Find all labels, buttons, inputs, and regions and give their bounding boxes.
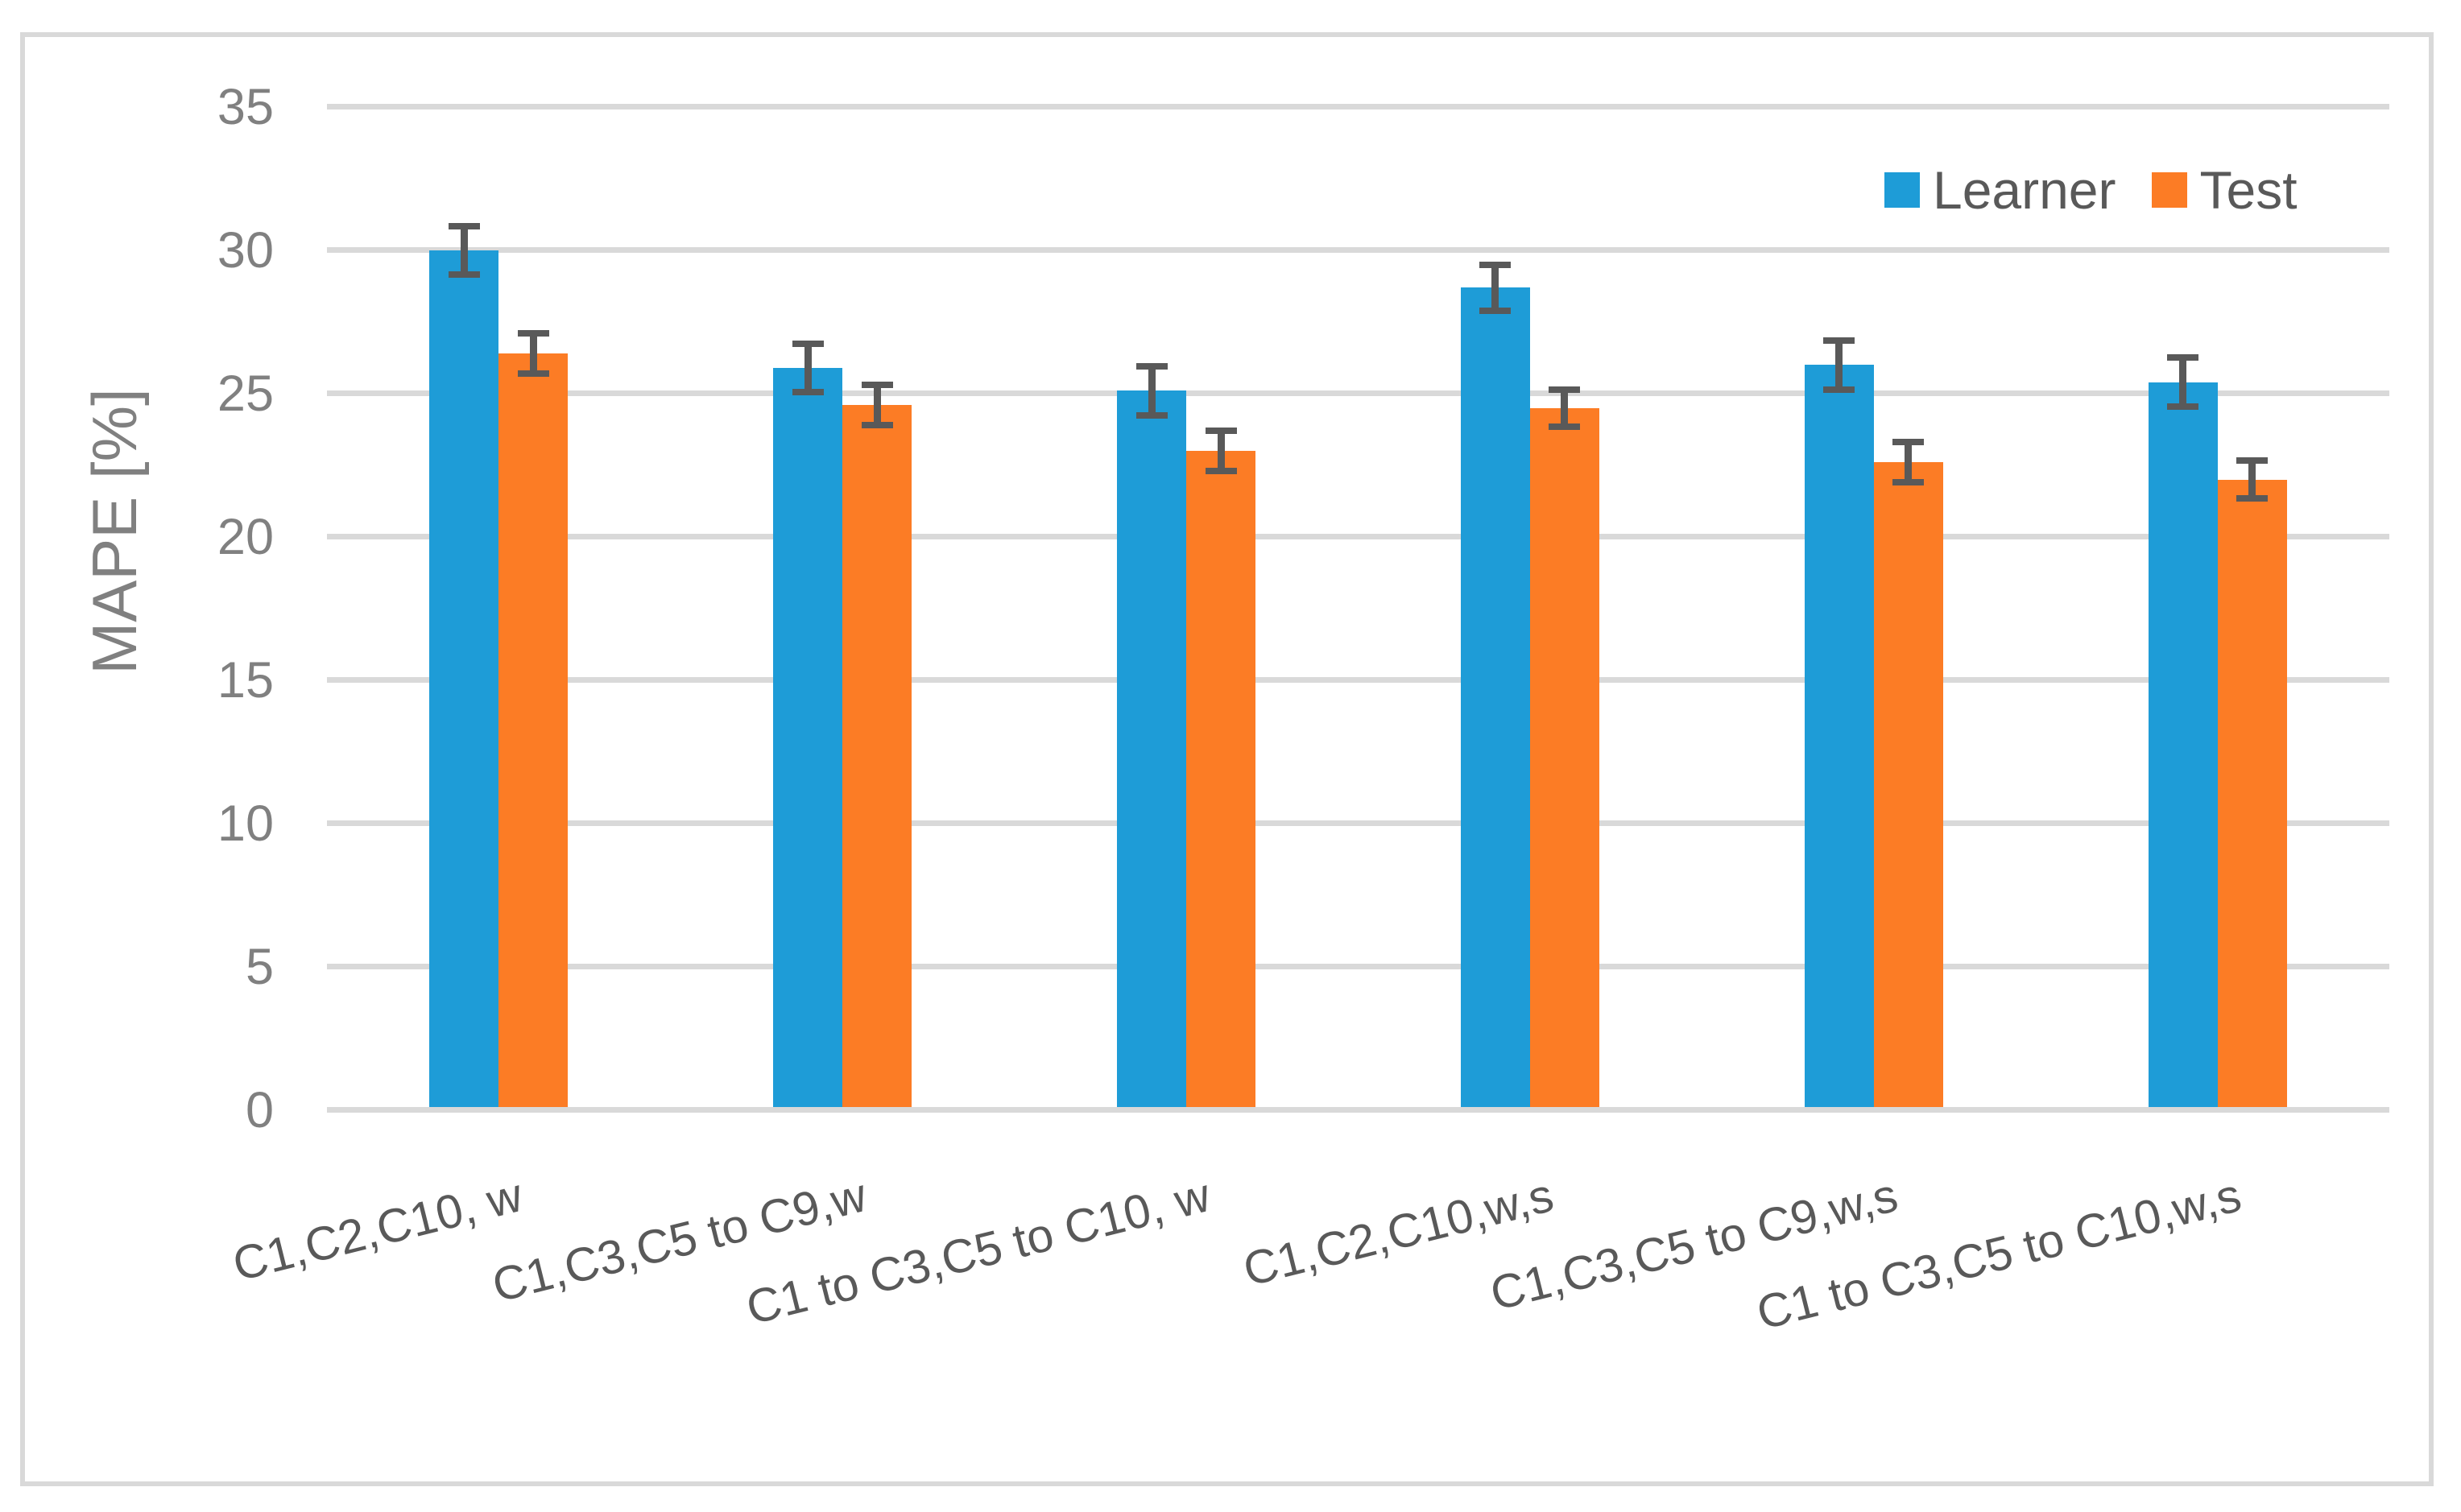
error-bar-learner-2-cap-top <box>792 340 824 347</box>
error-bar-learner-3-cap-top <box>1135 363 1168 370</box>
y-tick-30: 30 <box>217 221 274 279</box>
error-bar-test-6-line <box>2248 461 2256 498</box>
y-tick-25: 25 <box>217 365 274 422</box>
bar-test-6 <box>2217 479 2287 1107</box>
error-bar-learner-6-cap-bottom <box>2167 403 2199 410</box>
y-tick-15: 15 <box>217 651 274 708</box>
error-bar-test-6-cap-bottom <box>2236 494 2269 502</box>
legend-label-test: Test <box>2199 160 2298 220</box>
y-tick-35: 35 <box>217 78 274 135</box>
gridline-20 <box>327 534 2389 540</box>
error-bar-test-5-cap-bottom <box>1892 479 1925 486</box>
legend-item-learner: Learner <box>1884 163 2116 217</box>
bar-learner-4 <box>1460 287 1530 1107</box>
error-bar-learner-4-line <box>1491 264 1499 311</box>
bar-test-1 <box>498 353 569 1107</box>
y-tick-20: 20 <box>217 508 274 565</box>
error-bar-test-4-cap-top <box>1549 386 1581 393</box>
gridline-0 <box>327 1107 2389 1113</box>
chart-frame <box>20 32 2434 1486</box>
error-bar-test-5-line <box>1905 442 1913 483</box>
error-bar-test-6-cap-top <box>2236 457 2269 465</box>
error-bar-test-1-cap-top <box>517 330 549 337</box>
error-bar-test-2-cap-top <box>861 382 893 389</box>
error-bar-test-3-cap-top <box>1205 428 1237 435</box>
gridline-30 <box>327 247 2389 254</box>
error-bar-test-1-line <box>529 333 537 374</box>
error-bar-learner-6-cap-top <box>2167 354 2199 361</box>
bar-learner-3 <box>1117 390 1187 1107</box>
legend-item-test: Test <box>2151 160 2298 220</box>
error-bar-learner-1-cap-top <box>448 222 480 229</box>
y-tick-10: 10 <box>217 795 274 852</box>
bar-learner-1 <box>429 250 499 1107</box>
y-axis-title: MAPE [%] <box>79 388 150 675</box>
error-bar-learner-2-line <box>804 343 812 393</box>
error-bar-test-3-cap-bottom <box>1205 467 1237 474</box>
error-bar-learner-1-cap-bottom <box>448 271 480 279</box>
error-bar-learner-1-line <box>460 225 468 275</box>
error-bar-learner-4-cap-bottom <box>1479 307 1512 314</box>
error-bar-test-3-line <box>1217 431 1225 471</box>
error-bar-learner-2-cap-bottom <box>792 389 824 396</box>
error-bar-test-5-cap-top <box>1892 439 1925 446</box>
gridline-10 <box>327 820 2389 827</box>
gridline-5 <box>327 964 2389 970</box>
legend-label-learner: Learner <box>1933 160 2116 220</box>
legend-swatch-test-icon <box>2151 172 2187 208</box>
gridline-15 <box>327 677 2389 684</box>
error-bar-learner-6-line <box>2179 357 2187 407</box>
error-bar-test-2-cap-bottom <box>861 421 893 428</box>
gridline-35 <box>327 104 2389 110</box>
error-bar-test-4-line <box>1561 389 1569 427</box>
legend-swatch-learner-icon <box>1884 172 1920 208</box>
error-bar-test-4-cap-bottom <box>1549 423 1581 430</box>
error-bar-learner-5-cap-top <box>1823 337 1855 345</box>
error-bar-learner-4-cap-top <box>1479 261 1512 268</box>
bar-learner-2 <box>773 367 843 1107</box>
error-bar-learner-3-cap-bottom <box>1135 411 1168 419</box>
bar-test-2 <box>842 405 912 1107</box>
category-label-1: C1,C2,C10, w <box>227 1168 528 1291</box>
bar-test-3 <box>1186 451 1256 1107</box>
error-bar-test-2-line <box>873 385 881 425</box>
y-tick-0: 0 <box>245 1081 274 1138</box>
bar-test-4 <box>1529 407 1599 1107</box>
bar-learner-6 <box>2148 382 2218 1107</box>
legend: Learner Test <box>1884 163 2298 217</box>
bar-test-5 <box>1873 462 1943 1107</box>
error-bar-learner-5-cap-bottom <box>1823 386 1855 393</box>
error-bar-test-1-cap-bottom <box>517 370 549 377</box>
error-bar-learner-5-line <box>1835 341 1843 390</box>
bar-learner-5 <box>1804 365 1874 1107</box>
gridline-25 <box>327 390 2389 397</box>
error-bar-learner-3-line <box>1148 366 1156 415</box>
y-tick-5: 5 <box>245 938 274 995</box>
